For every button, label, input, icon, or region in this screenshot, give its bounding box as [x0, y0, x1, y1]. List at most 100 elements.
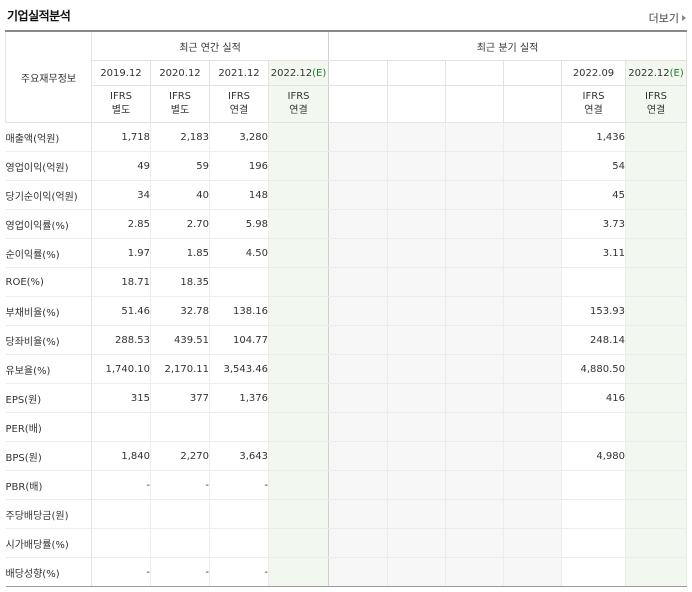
column-date: 2022.09 — [561, 60, 626, 86]
table-cell: 3,280 — [209, 122, 269, 152]
table-cell — [387, 122, 446, 152]
table-cell — [150, 412, 210, 442]
table-cell: 1,376 — [209, 383, 269, 413]
table-cell: 3,543.46 — [209, 354, 269, 384]
table-cell: 1.97 — [91, 238, 151, 268]
table-cell — [445, 325, 504, 355]
table-cell — [503, 151, 562, 181]
header-row-dates: 2019.12 2020.12 2021.12 2022.12(E) 2022.09 20… — [6, 60, 688, 86]
table-cell — [503, 209, 562, 239]
corner-label: 주요재무정보 — [5, 30, 92, 123]
more-label: 더보기 — [648, 12, 679, 25]
table-row: 당좌비율(%) 288.53 439.51 104.77 248.14 — [5, 325, 688, 355]
table-cell — [91, 499, 151, 529]
table-cell — [625, 151, 688, 181]
table-cell — [268, 441, 329, 471]
quarter-period-header: 최근 분기 실적 — [327, 30, 688, 61]
table-cell: 5.98 — [209, 209, 269, 239]
table-cell: - — [209, 557, 269, 587]
table-cell — [445, 354, 504, 384]
table-cell — [91, 528, 151, 558]
table-cell — [625, 354, 688, 384]
consolidation-type: 별도 — [111, 105, 131, 116]
table-cell — [387, 383, 446, 413]
table-cell — [503, 441, 562, 471]
table-cell — [268, 267, 329, 297]
table-cell — [503, 499, 562, 529]
consolidation-type: 연결 — [289, 105, 308, 116]
table-cell — [561, 557, 626, 587]
table-cell — [268, 151, 329, 181]
table-cell: 59 — [150, 151, 210, 181]
row-label: 배당성향(%) — [5, 557, 92, 587]
table-cell: 3.73 — [561, 209, 626, 239]
table-cell — [328, 151, 388, 181]
table-row: 당기순이익(억원) 34 40 148 45 — [5, 180, 688, 210]
table-cell — [503, 267, 562, 297]
column-accounting: IFRS 연결 — [624, 85, 688, 123]
column-accounting — [445, 85, 504, 123]
table-cell — [387, 557, 446, 587]
table-cell — [387, 412, 446, 442]
table-cell: 3,643 — [209, 441, 269, 471]
table-cell — [561, 470, 626, 500]
table-cell — [268, 499, 329, 529]
table-cell — [387, 354, 446, 384]
accounting-standard: IFRS — [228, 91, 250, 102]
table-cell — [625, 180, 688, 210]
column-date-text: 2019.12 — [100, 67, 142, 79]
table-row: EPS(원) 315 377 1,376 416 — [5, 383, 688, 413]
table-cell: 148 — [209, 180, 269, 210]
table-cell: 104.77 — [209, 325, 269, 355]
table-cell — [328, 267, 388, 297]
annual-period-header: 최근 연간 실적 — [91, 30, 329, 61]
column-date — [503, 60, 562, 86]
table-cell — [625, 470, 688, 500]
column-accounting: IFRS 별도 — [150, 85, 210, 123]
table-cell: 315 — [91, 383, 151, 413]
table-cell — [387, 238, 446, 268]
table-row: 유보율(%) 1,740.10 2,170.11 3,543.46 4,880.50 — [5, 354, 688, 384]
row-label: 주당배당금(원) — [5, 499, 92, 529]
table-cell — [503, 470, 562, 500]
table-row: 시가배당률(%) — [5, 528, 688, 558]
table-cell: - — [209, 470, 269, 500]
column-date — [445, 60, 504, 86]
table-cell — [625, 441, 688, 471]
table-cell — [445, 383, 504, 413]
table-cell — [561, 528, 626, 558]
table-cell — [503, 354, 562, 384]
header-row-period: 주요재무정보 최근 연간 실적 최근 분기 실적 — [5, 30, 688, 123]
table-cell: 138.16 — [209, 296, 269, 326]
row-label: 순이익률(%) — [5, 238, 92, 268]
table-cell — [328, 209, 388, 239]
table-cell — [445, 557, 504, 587]
table-cell — [503, 296, 562, 326]
column-date — [387, 60, 446, 86]
table-cell — [503, 528, 562, 558]
accounting-standard: IFRS — [582, 91, 605, 102]
financial-table: 주요재무정보 최근 연간 실적 최근 분기 실적 2019.12 2020.12 2021… — [5, 30, 688, 587]
table-row: 순이익률(%) 1.97 1.85 4.50 3.11 — [5, 238, 688, 268]
table-cell — [328, 412, 388, 442]
table-cell: - — [91, 557, 151, 587]
table-cell — [328, 325, 388, 355]
more-link[interactable]: 더보기 — [649, 10, 686, 26]
table-cell — [209, 267, 269, 297]
table-cell: 49 — [91, 151, 151, 181]
column-date: 2021.12 — [209, 60, 269, 86]
accounting-standard: IFRS — [645, 91, 668, 102]
table-cell — [268, 209, 329, 239]
table-cell — [503, 325, 562, 355]
column-date-text: 2021.12 — [218, 67, 260, 79]
table-cell: 196 — [209, 151, 269, 181]
table-cell — [387, 499, 446, 529]
table-cell — [625, 122, 688, 152]
table-cell — [503, 122, 562, 152]
table-cell — [625, 267, 688, 297]
table-cell — [268, 354, 329, 384]
column-date-text: 2022.12 — [270, 67, 313, 79]
table-cell — [268, 325, 329, 355]
table-cell — [445, 528, 504, 558]
column-accounting: IFRS 연결 — [209, 85, 269, 123]
